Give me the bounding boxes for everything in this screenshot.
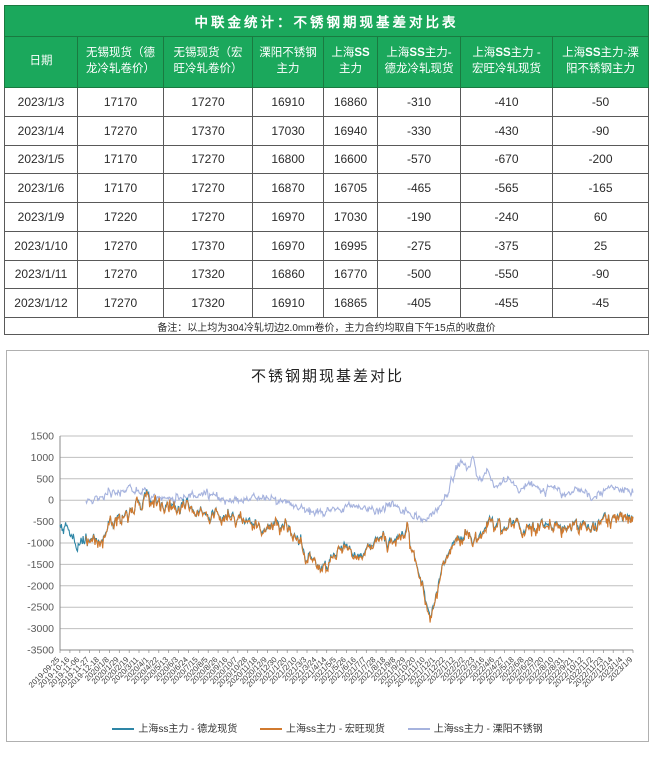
- svg-text:1000: 1000: [31, 452, 55, 464]
- svg-text:-500: -500: [33, 516, 54, 528]
- svg-text:0: 0: [48, 495, 54, 507]
- svg-text:-2500: -2500: [27, 602, 54, 614]
- svg-text:1500: 1500: [31, 431, 55, 443]
- svg-text:-2000: -2000: [27, 580, 54, 592]
- svg-text:500: 500: [36, 473, 54, 485]
- svg-text:-1500: -1500: [27, 559, 54, 571]
- svg-text:-3500: -3500: [27, 645, 54, 657]
- svg-text:-3000: -3000: [27, 623, 54, 635]
- svg-text:-1000: -1000: [27, 538, 54, 550]
